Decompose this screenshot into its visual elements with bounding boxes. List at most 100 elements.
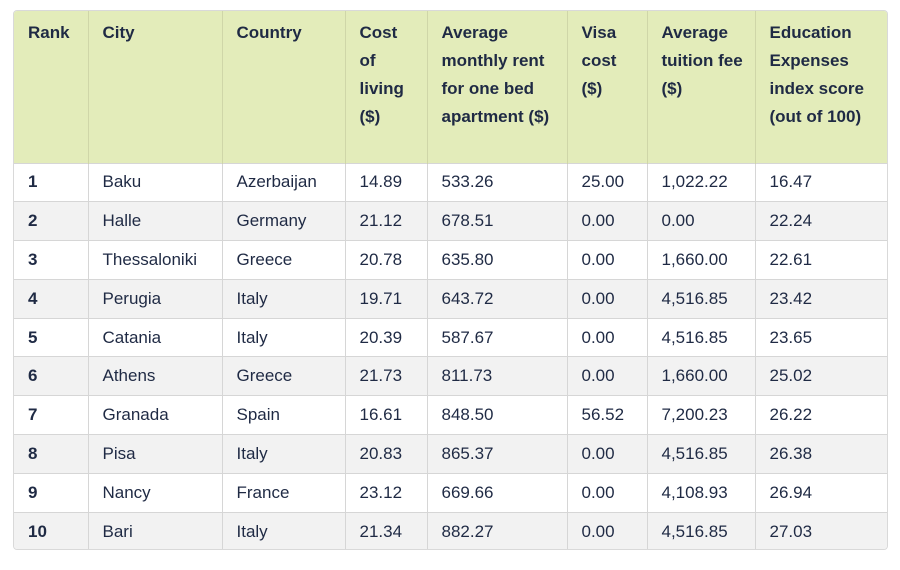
cell-average-rent: 882.27 xyxy=(427,512,568,549)
header-average-rent: Average monthly rent for one bed apartme… xyxy=(427,11,568,163)
cell-country: Italy xyxy=(222,434,346,474)
cell-city: Thessaloniki xyxy=(88,240,223,280)
header-rank: Rank xyxy=(14,11,89,163)
cell-rank: 9 xyxy=(14,473,89,513)
table-header-row: Rank City Country Cost of living ($) Ave… xyxy=(14,11,887,163)
cell-visa-cost: 0.00 xyxy=(567,512,648,549)
cell-average-rent: 587.67 xyxy=(427,318,568,357)
cell-city: Perugia xyxy=(88,279,223,319)
cell-cost-of-living: 16.61 xyxy=(345,395,428,435)
cell-city: Catania xyxy=(88,318,223,357)
cell-education-index: 26.94 xyxy=(769,482,813,502)
table-row: 2 Halle Germany 21.12 678.51 0.00 0.00 22.24 xyxy=(14,201,887,241)
cell-rank: 5 xyxy=(14,318,89,357)
cell-tuition-fee: 1,022.22 xyxy=(647,163,756,202)
cell-average-rent: 643.72 xyxy=(427,279,568,319)
header-city: City xyxy=(88,11,223,163)
cell-tuition-fee: 4,516.85 xyxy=(647,434,756,474)
table-row: 6 Athens Greece 21.73 811.73 0.00 1,660.00 25.0… xyxy=(14,356,887,396)
cell-education-index: 22.24 xyxy=(769,211,813,231)
header-tuition-fee: Average tuition fee ($) xyxy=(647,11,756,163)
cell-city: Granada xyxy=(88,395,223,435)
cell-cost-of-living: 20.78 xyxy=(345,240,428,280)
table-row: 9 Nancy France 23.12 669.66 0.00 4,108.93 26.94 xyxy=(14,473,887,513)
table-row: 1 Baku Azerbaijan 14.89 533.26 25.00 1,022.22 1… xyxy=(14,163,887,202)
cell-city: Bari xyxy=(88,512,223,549)
cell-education-index: 23.42 xyxy=(769,288,813,308)
cell-rank: 10 xyxy=(14,512,89,549)
cell-country: Germany xyxy=(222,201,346,241)
cell-education-index: 16.47 xyxy=(769,172,813,192)
cell-country: France xyxy=(222,473,346,513)
cell-cost-of-living: 20.39 xyxy=(345,318,428,357)
cell-country: Italy xyxy=(222,512,346,549)
cell-education-index: 27.03 xyxy=(769,521,813,541)
cell-education-index: 25.02 xyxy=(769,366,813,386)
education-expenses-table: Rank City Country Cost of living ($) Ave… xyxy=(14,11,887,549)
table-row: 5 Catania Italy 20.39 587.67 0.00 4,516.85 23.6… xyxy=(14,318,887,357)
cell-visa-cost: 0.00 xyxy=(567,356,648,396)
cell-country: Greece xyxy=(222,240,346,280)
cell-cost-of-living: 21.34 xyxy=(345,512,428,549)
cell-country: Spain xyxy=(222,395,346,435)
cell-rank: 7 xyxy=(14,395,89,435)
cell-visa-cost: 0.00 xyxy=(567,473,648,513)
cell-city: Athens xyxy=(88,356,223,396)
cell-rank: 3 xyxy=(14,240,89,280)
cell-rank: 6 xyxy=(14,356,89,396)
cell-tuition-fee: 4,516.85 xyxy=(647,318,756,357)
table-row: 10 Bari Italy 21.34 882.27 0.00 4,516.85 27.03 xyxy=(14,512,887,549)
cell-rank: 4 xyxy=(14,279,89,319)
cell-visa-cost: 0.00 xyxy=(567,240,648,280)
cell-rank: 2 xyxy=(14,201,89,241)
cell-average-rent: 811.73 xyxy=(427,356,568,396)
cell-cost-of-living: 23.12 xyxy=(345,473,428,513)
cell-rank: 1 xyxy=(14,163,89,202)
cell-country: Azerbaijan xyxy=(222,163,346,202)
header-cost-of-living: Cost of living ($) xyxy=(345,11,428,163)
cell-education-index: 26.22 xyxy=(769,405,813,425)
cell-city: Nancy xyxy=(88,473,223,513)
header-education-index: Education Expenses index score (out of 1… xyxy=(769,23,865,126)
table-row: 7 Granada Spain 16.61 848.50 56.52 7,200.23 26.… xyxy=(14,395,887,435)
cell-cost-of-living: 14.89 xyxy=(345,163,428,202)
cell-average-rent: 865.37 xyxy=(427,434,568,474)
cell-rank: 8 xyxy=(14,434,89,474)
cell-visa-cost: 0.00 xyxy=(567,434,648,474)
cell-tuition-fee: 0.00 xyxy=(647,201,756,241)
cell-tuition-fee: 4,108.93 xyxy=(647,473,756,513)
cell-cost-of-living: 21.12 xyxy=(345,201,428,241)
table-row: 4 Perugia Italy 19.71 643.72 0.00 4,516.85 23.4… xyxy=(14,279,887,319)
cell-average-rent: 533.26 xyxy=(427,163,568,202)
table-row: 8 Pisa Italy 20.83 865.37 0.00 4,516.85 26.38 xyxy=(14,434,887,474)
cell-city: Baku xyxy=(88,163,223,202)
cell-country: Greece xyxy=(222,356,346,396)
cell-tuition-fee: 4,516.85 xyxy=(647,512,756,549)
cell-country: Italy xyxy=(222,279,346,319)
cell-tuition-fee: 1,660.00 xyxy=(647,356,756,396)
cell-city: Pisa xyxy=(88,434,223,474)
cell-country: Italy xyxy=(222,318,346,357)
cell-education-index: 26.38 xyxy=(769,443,813,463)
cell-average-rent: 678.51 xyxy=(427,201,568,241)
cell-cost-of-living: 20.83 xyxy=(345,434,428,474)
cell-average-rent: 635.80 xyxy=(427,240,568,280)
cell-tuition-fee: 7,200.23 xyxy=(647,395,756,435)
cell-visa-cost: 0.00 xyxy=(567,318,648,357)
cell-visa-cost: 0.00 xyxy=(567,201,648,241)
cell-cost-of-living: 21.73 xyxy=(345,356,428,396)
cell-city: Halle xyxy=(88,201,223,241)
cell-tuition-fee: 4,516.85 xyxy=(647,279,756,319)
header-country: Country xyxy=(222,11,346,163)
cell-cost-of-living: 19.71 xyxy=(345,279,428,319)
cell-visa-cost: 56.52 xyxy=(567,395,648,435)
cell-average-rent: 669.66 xyxy=(427,473,568,513)
cell-education-index: 23.65 xyxy=(769,327,813,347)
header-visa-cost: Visa cost ($) xyxy=(567,11,648,163)
table-row: 3 Thessaloniki Greece 20.78 635.80 0.00 1,660.… xyxy=(14,240,887,280)
cell-visa-cost: 25.00 xyxy=(567,163,648,202)
cell-education-index: 22.61 xyxy=(769,249,813,269)
cell-visa-cost: 0.00 xyxy=(567,279,648,319)
education-expenses-table-container: Rank City Country Cost of living ($) Ave… xyxy=(13,10,888,550)
table-body: 1 Baku Azerbaijan 14.89 533.26 25.00 1,022.22 1… xyxy=(14,163,887,549)
